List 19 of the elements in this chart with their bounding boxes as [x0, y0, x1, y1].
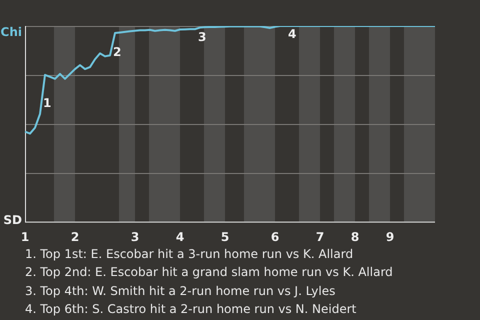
text: 2. Top 2nd: E. Escobar hit a grand slam home run vs K. Allard	[25, 264, 393, 282]
x-tick-label: 1	[20, 230, 30, 244]
x-tick-label: 7	[316, 230, 324, 244]
x-tick-label: 8	[350, 230, 360, 244]
text: Chi	[0, 25, 22, 39]
x-tick-label: 4	[176, 230, 184, 244]
x-tick-label: 9	[386, 230, 394, 244]
x-tick-label: 6	[270, 230, 280, 244]
x-tick-label: 5	[220, 230, 230, 244]
text: 1. Top 1st: E. Escobar hit a 3-run home run vs K. Allard	[25, 246, 354, 263]
x-tick-label: 2	[70, 230, 80, 244]
x-tick-label: 3	[130, 230, 140, 244]
annotation: 4	[288, 27, 296, 41]
text: 4. Top 6th: S. Castro hit a 2-run home run vs N. Neidert	[25, 300, 358, 318]
annotation: 2	[113, 45, 122, 59]
annotation: 3	[198, 30, 206, 44]
text: 3. Top 4th: W. Smith hit a 2-run home run vs J. Lyles	[25, 282, 336, 300]
annotation: 1	[43, 96, 52, 110]
text: SD	[3, 213, 22, 227]
